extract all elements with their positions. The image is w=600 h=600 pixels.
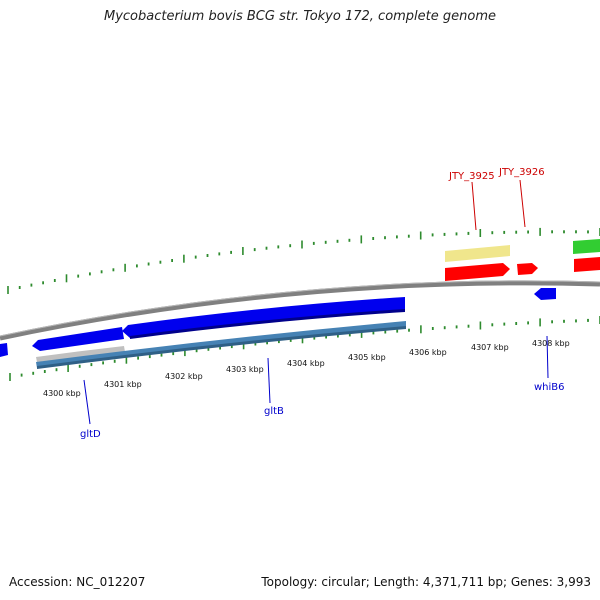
gene-JTY_3925-red[interactable] (445, 263, 510, 281)
genome-backbone-highlight (0, 280, 600, 337)
JTY_3925-leader (471, 181, 477, 231)
genome-backbone (0, 280, 600, 341)
accession-text: Accession: NC_012207 (9, 575, 146, 589)
gene-label-gltB[interactable]: gltB (264, 406, 284, 417)
gene-gltB-block[interactable] (122, 297, 405, 338)
scale-label-4305: 4305 kbp (348, 353, 386, 362)
gene-red-right[interactable] (574, 257, 600, 272)
gene-green-right[interactable] (573, 239, 600, 254)
gene-label-JTY_3925[interactable]: JTY_3925 (448, 171, 495, 182)
gene-gltD-block[interactable] (32, 327, 124, 351)
gene-label-gltD[interactable]: gltD (80, 429, 101, 440)
scale-label-4301: 4301 kbp (104, 380, 142, 389)
gene-whiB6-block[interactable] (534, 288, 556, 300)
gene-grey-feature[interactable] (36, 346, 125, 362)
whiB6-leader (546, 335, 549, 379)
gltD-leader (83, 379, 91, 425)
map-title: Mycobacterium bovis BCG str. Tokyo 172, … (104, 9, 496, 24)
lower-tick-row (9, 316, 600, 381)
gene-gltB-shadow (37, 326, 406, 369)
scale-label-4302: 4302 kbp (165, 372, 203, 381)
gene-JTY_3925-yellow[interactable] (445, 245, 510, 262)
scale-label-4303: 4303 kbp (226, 365, 264, 374)
gene-partial-left[interactable] (0, 343, 8, 357)
scale-label-4300: 4300 kbp (43, 389, 81, 398)
JTY_3926-leader (519, 179, 526, 228)
gene-label-JTY_3926[interactable]: JTY_3926 (498, 167, 545, 178)
gene-label-whiB6[interactable]: whiB6 (534, 382, 565, 393)
scale-label-4308: 4308 kbp (532, 339, 570, 348)
gene-JTY_3926-red[interactable] (517, 263, 538, 275)
scale-labels: 4300 kbp 4301 kbp 4302 kbp 4303 kbp 4304… (43, 339, 570, 398)
gltB-leader (267, 357, 271, 404)
genome-summary-text: Topology: circular; Length: 4,371,711 bp… (261, 575, 591, 589)
scale-label-4304: 4304 kbp (287, 359, 325, 368)
upper-tick-row (7, 227, 600, 294)
gene-gltB-edge (130, 309, 405, 339)
scale-label-4306: 4306 kbp (409, 348, 447, 357)
scale-label-4307: 4307 kbp (471, 343, 509, 352)
